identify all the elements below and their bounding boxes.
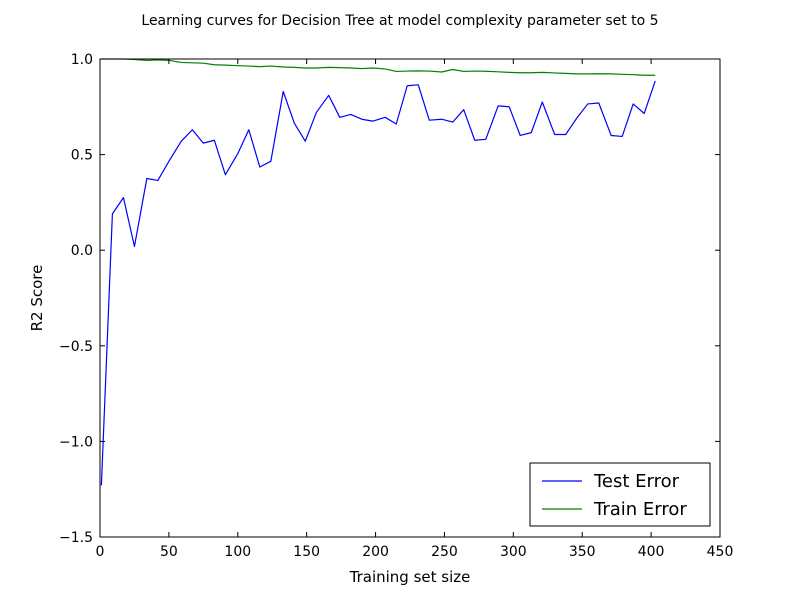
y-tick-label: 0.0 bbox=[71, 243, 93, 259]
series-line-test-error bbox=[100, 80, 656, 486]
y-axis-label: R2 Score bbox=[28, 265, 46, 332]
x-tick-label: 300 bbox=[500, 544, 527, 560]
x-tick-label: 350 bbox=[569, 544, 596, 560]
y-axis: −1.5 −1.0 −0.5 0.0 0.5 1.0 bbox=[59, 52, 720, 546]
x-tick-label: 450 bbox=[707, 544, 734, 560]
y-tick-label: 0.5 bbox=[71, 148, 93, 164]
x-tick-label: 400 bbox=[638, 544, 665, 560]
series-layer bbox=[100, 58, 656, 486]
x-tick-label: 250 bbox=[431, 544, 458, 560]
x-tick-label: 0 bbox=[96, 544, 105, 560]
x-tick-label: 50 bbox=[160, 544, 178, 560]
x-tick-label: 100 bbox=[224, 544, 251, 560]
y-tick-label: 1.0 bbox=[71, 52, 93, 68]
x-tick-label: 200 bbox=[362, 544, 389, 560]
legend-label-train-error: Train Error bbox=[593, 499, 687, 520]
x-axis-label: Training set size bbox=[349, 568, 471, 586]
y-tick-label: −0.5 bbox=[59, 339, 93, 355]
y-tick-label: −1.0 bbox=[59, 434, 93, 450]
legend-box bbox=[529, 462, 711, 527]
legend-label-test-error: Test Error bbox=[593, 471, 680, 492]
x-tick-label: 150 bbox=[293, 544, 320, 560]
series-line-train-error bbox=[101, 58, 656, 76]
x-axis: 0 50 100 150 200 250 300 350 400 450 bbox=[96, 59, 734, 560]
plot-area bbox=[100, 59, 720, 537]
legend: Test Error Train Error bbox=[529, 462, 711, 527]
chart-title: Learning curves for Decision Tree at mod… bbox=[141, 13, 658, 29]
plot-frame bbox=[99, 58, 721, 538]
y-tick-label: −1.5 bbox=[59, 530, 93, 546]
